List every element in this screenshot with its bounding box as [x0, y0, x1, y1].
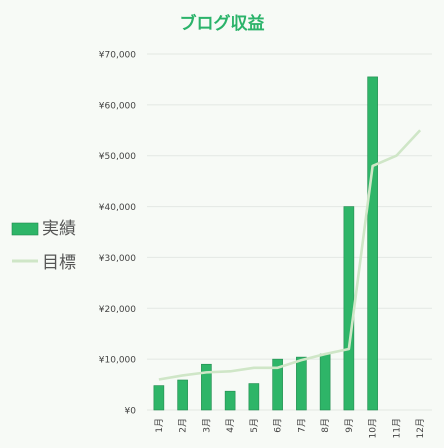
y-axis-ticks: ¥0 ¥10,000 ¥20,000 ¥30,000 ¥40,000 ¥50,000 ¥60…	[99, 51, 136, 417]
bar-3月	[201, 363, 212, 411]
bar-5月	[248, 383, 260, 411]
legend-line-label: 目標	[42, 253, 76, 273]
y-tick-label: ¥30,000	[99, 254, 136, 264]
y-tick-label: ¥0	[125, 407, 137, 417]
x-tick-label: 1月	[154, 418, 165, 433]
x-tick-label: 7月	[296, 418, 307, 433]
bar-2月	[177, 379, 188, 411]
bar-4月	[224, 390, 236, 411]
legend: 実績 目標	[11, 219, 76, 273]
x-tick-label: 4月	[225, 418, 236, 433]
x-tick-label: 2月	[178, 418, 189, 433]
y-tick-label: ¥70,000	[99, 51, 136, 61]
grid-layer	[147, 53, 432, 411]
x-axis-ticks: 1月 2月 3月 4月 5月 6月 7月 8月 9月 10月 11月 12月	[154, 418, 426, 438]
target-line	[158, 129, 422, 381]
bar-10月	[367, 76, 378, 411]
legend-bar-swatch	[11, 222, 39, 236]
y-tick-label: ¥50,000	[99, 152, 136, 162]
x-tick-label: 6月	[273, 418, 284, 433]
y-tick-label: ¥20,000	[99, 305, 136, 315]
x-tick-label: 9月	[344, 418, 355, 433]
line-series	[158, 129, 422, 381]
bar-8月	[319, 353, 331, 411]
legend-bar-label: 実績	[42, 219, 76, 239]
x-tick-label: 12月	[415, 418, 426, 438]
y-tick-label: ¥10,000	[99, 356, 136, 366]
bar-7月	[296, 356, 307, 411]
chart-title: ブログ収益	[180, 13, 265, 34]
y-tick-label: ¥60,000	[99, 101, 136, 111]
x-tick-label: 10月	[368, 418, 379, 438]
bar-6月	[272, 358, 283, 411]
bar-9月	[343, 206, 355, 411]
x-tick-label: 3月	[201, 418, 212, 433]
y-tick-label: ¥40,000	[99, 203, 136, 213]
x-tick-label: 5月	[249, 418, 260, 433]
x-tick-label: 8月	[320, 418, 331, 433]
x-tick-label: 11月	[391, 418, 402, 438]
bar-series	[153, 76, 378, 411]
bar-1月	[153, 385, 165, 411]
